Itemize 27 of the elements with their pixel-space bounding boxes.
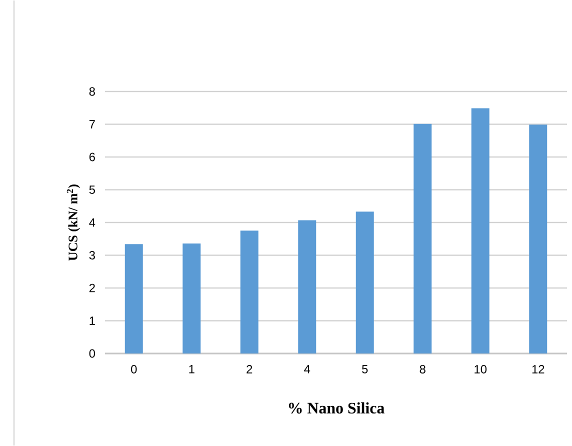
y-tick-label: 1 [90, 316, 95, 325]
y-tick-label: 3 [89, 251, 95, 260]
x-tick-label: 12 [532, 365, 544, 374]
x-tick-label: 0 [131, 365, 137, 374]
y-tick-label: 4 [89, 218, 96, 227]
y-axis-title: UCS (kN/ m$^{2}$) [66, 184, 80, 261]
x-axis-title: % Nano Silica [288, 402, 384, 414]
y-tick-label: 5 [89, 186, 95, 194]
x-tick-label: 8 [420, 365, 426, 374]
x-tick-label: 10 [474, 365, 487, 374]
x-tick-label: 5 [362, 365, 368, 374]
x-tick-label: 2 [246, 365, 252, 374]
bar [298, 220, 316, 354]
y-tick-label: 6 [89, 152, 95, 162]
bar [471, 108, 490, 354]
bar [356, 212, 374, 354]
x-tick-label: 1 [189, 365, 194, 374]
bar [240, 230, 258, 354]
y-tick-label: 0 [89, 349, 96, 358]
bar [529, 124, 548, 354]
y-tick-label: 2 [89, 284, 95, 292]
y-tick-label: 7 [89, 120, 95, 128]
bar [124, 244, 143, 354]
bar [182, 243, 201, 354]
bar [414, 124, 432, 354]
y-tick-label: 8 [89, 87, 95, 96]
x-tick-label: 4 [304, 365, 310, 374]
